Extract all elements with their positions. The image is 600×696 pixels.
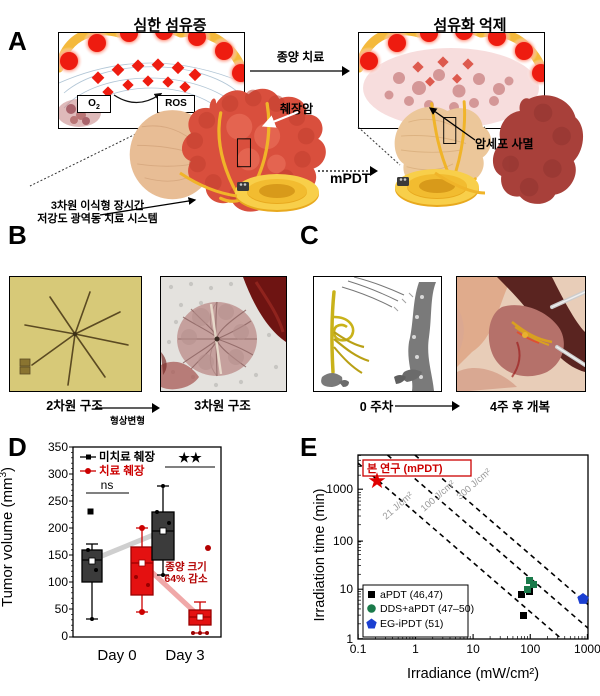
svg-text:64% 감소: 64% 감소 — [164, 573, 208, 585]
svg-text:★: ★ — [367, 468, 387, 493]
svg-text:10: 10 — [466, 642, 480, 656]
svg-text:250: 250 — [48, 494, 68, 508]
svg-text:Day 3: Day 3 — [165, 647, 204, 664]
svg-text:aPDT (46,47): aPDT (46,47) — [380, 589, 443, 601]
svg-text:1000: 1000 — [574, 642, 600, 656]
svg-text:ns: ns — [101, 478, 114, 492]
svg-text:300: 300 — [48, 467, 68, 481]
svg-text:100: 100 — [520, 642, 540, 656]
svg-text:치료 췌장: 치료 췌장 — [99, 464, 145, 478]
svg-text:Irradiance (mW/cm²): Irradiance (mW/cm²) — [407, 666, 539, 682]
svg-text:DDS+aPDT (47–50): DDS+aPDT (47–50) — [380, 603, 474, 615]
svg-text:1: 1 — [346, 632, 353, 646]
svg-text:★★: ★★ — [178, 450, 202, 465]
svg-text:100: 100 — [333, 534, 353, 548]
svg-text:200: 200 — [48, 521, 68, 535]
svg-text:미치료 췌장: 미치료 췌장 — [99, 450, 156, 464]
svg-text:100: 100 — [48, 575, 68, 589]
svg-text:10: 10 — [340, 582, 354, 596]
svg-text:0: 0 — [61, 629, 68, 643]
svg-text:종양 크기: 종양 크기 — [165, 560, 207, 573]
svg-text:1: 1 — [412, 642, 419, 656]
svg-text:50: 50 — [55, 602, 69, 616]
svg-text:350: 350 — [48, 440, 68, 454]
svg-text:Day 0: Day 0 — [97, 647, 136, 664]
svg-text:150: 150 — [48, 548, 68, 562]
svg-text:EG-iPDT (51): EG-iPDT (51) — [380, 618, 443, 630]
svg-text:1000: 1000 — [326, 482, 353, 496]
